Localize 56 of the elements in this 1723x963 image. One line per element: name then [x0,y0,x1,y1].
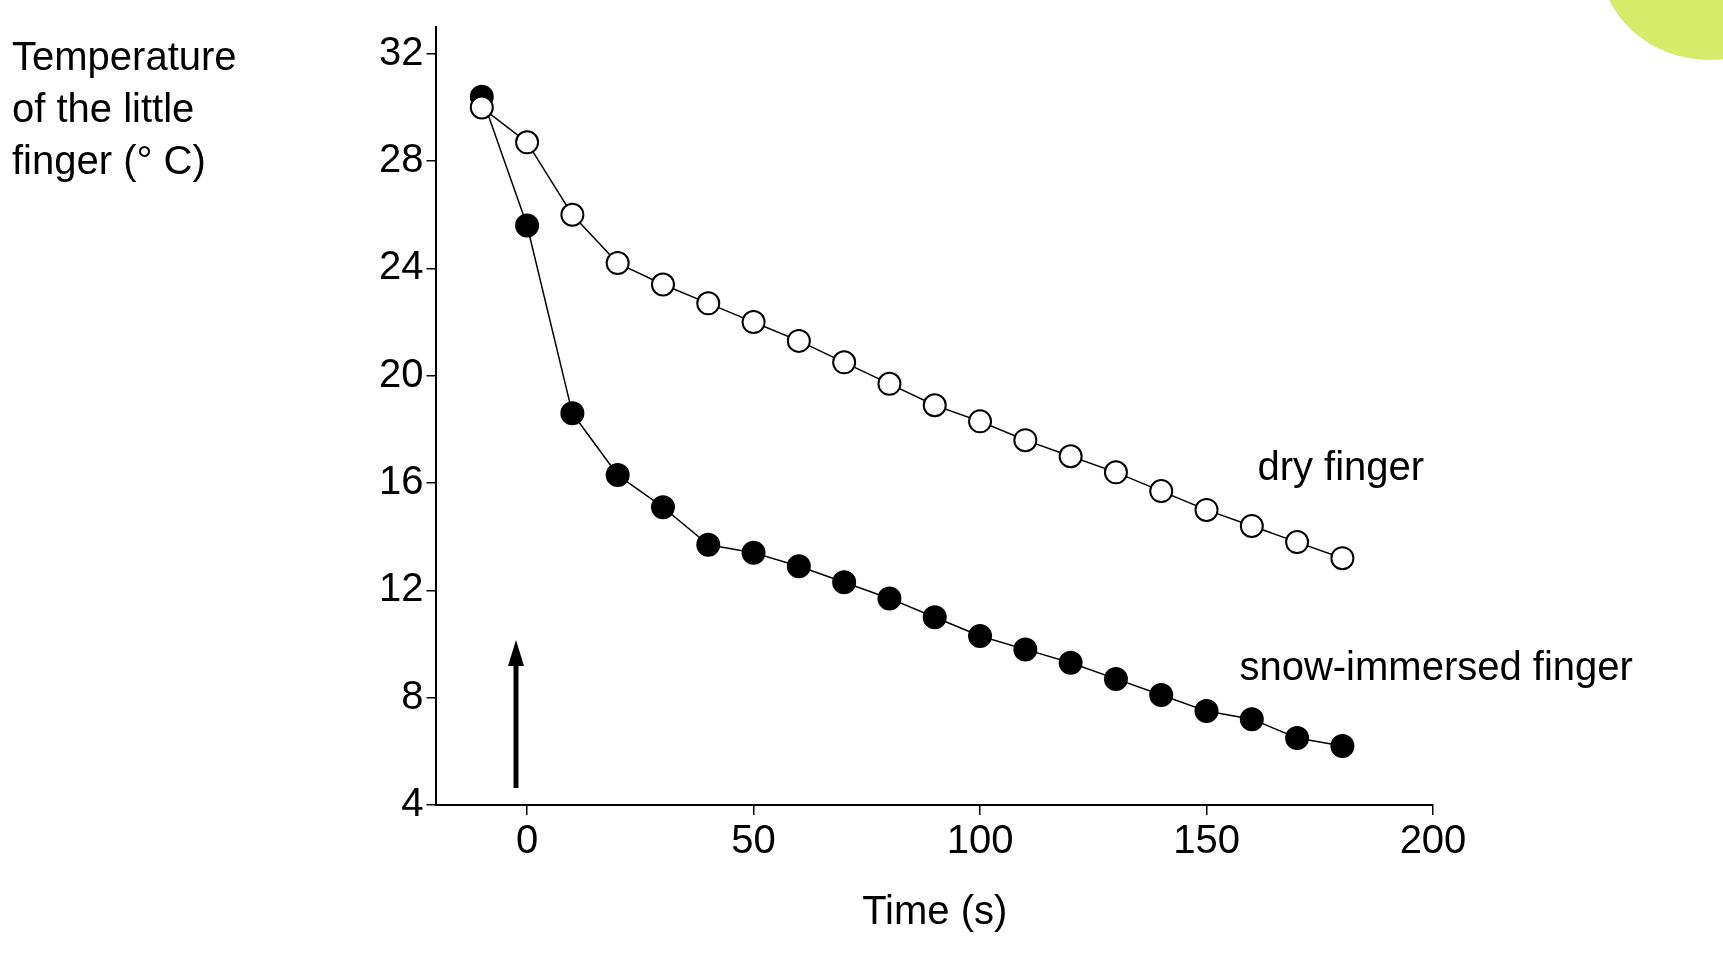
point [1194,497,1219,522]
point [650,272,675,297]
point [1103,460,1128,485]
point [1239,513,1264,538]
y-tick-label: 32 [378,28,424,73]
point [786,554,811,579]
x-tick-label: 200 [1399,817,1467,862]
point [877,371,902,396]
point [922,393,947,418]
point [560,401,585,426]
point [1103,666,1128,691]
point [1013,637,1038,662]
point [877,586,902,611]
point [832,570,857,595]
point [1330,546,1355,571]
series-label: dry finger [1257,444,1425,489]
point [832,350,857,375]
point [515,213,540,238]
point [1058,444,1083,469]
point [1285,530,1310,555]
y-tick-label: 8 [401,672,424,717]
point [741,540,766,565]
x-tick-label: 50 [731,817,776,862]
point [741,310,766,335]
point [605,463,630,488]
point [1149,479,1174,504]
y-tick-label: 24 [378,243,424,288]
point [1285,725,1310,750]
point [1013,428,1038,453]
x-tick-label: 100 [946,817,1014,862]
point [515,130,540,155]
y-axis-title: Temperature of the little finger (° C) [12,33,238,184]
y-tick-label: 28 [378,136,424,181]
point [696,532,721,557]
point [469,95,494,120]
point [968,409,993,434]
point [1330,733,1355,758]
x-axis-title: Time (s) [862,888,1008,933]
x-tick-label: 150 [1173,817,1240,862]
point [605,251,630,276]
point [560,202,585,227]
point [1194,699,1219,724]
y-tick-label: 16 [378,458,424,503]
point [786,328,811,353]
point [696,291,721,316]
point [1149,683,1174,708]
y-tick-label: 20 [378,350,424,395]
x-tick-label: 0 [515,817,539,862]
point [1058,650,1083,675]
point [922,605,947,630]
series-label: snow-immersed finger [1239,644,1633,689]
y-tick-label: 4 [401,780,424,825]
point [1239,707,1264,732]
point [650,495,675,520]
point [968,623,993,648]
y-tick-label: 12 [378,565,424,610]
